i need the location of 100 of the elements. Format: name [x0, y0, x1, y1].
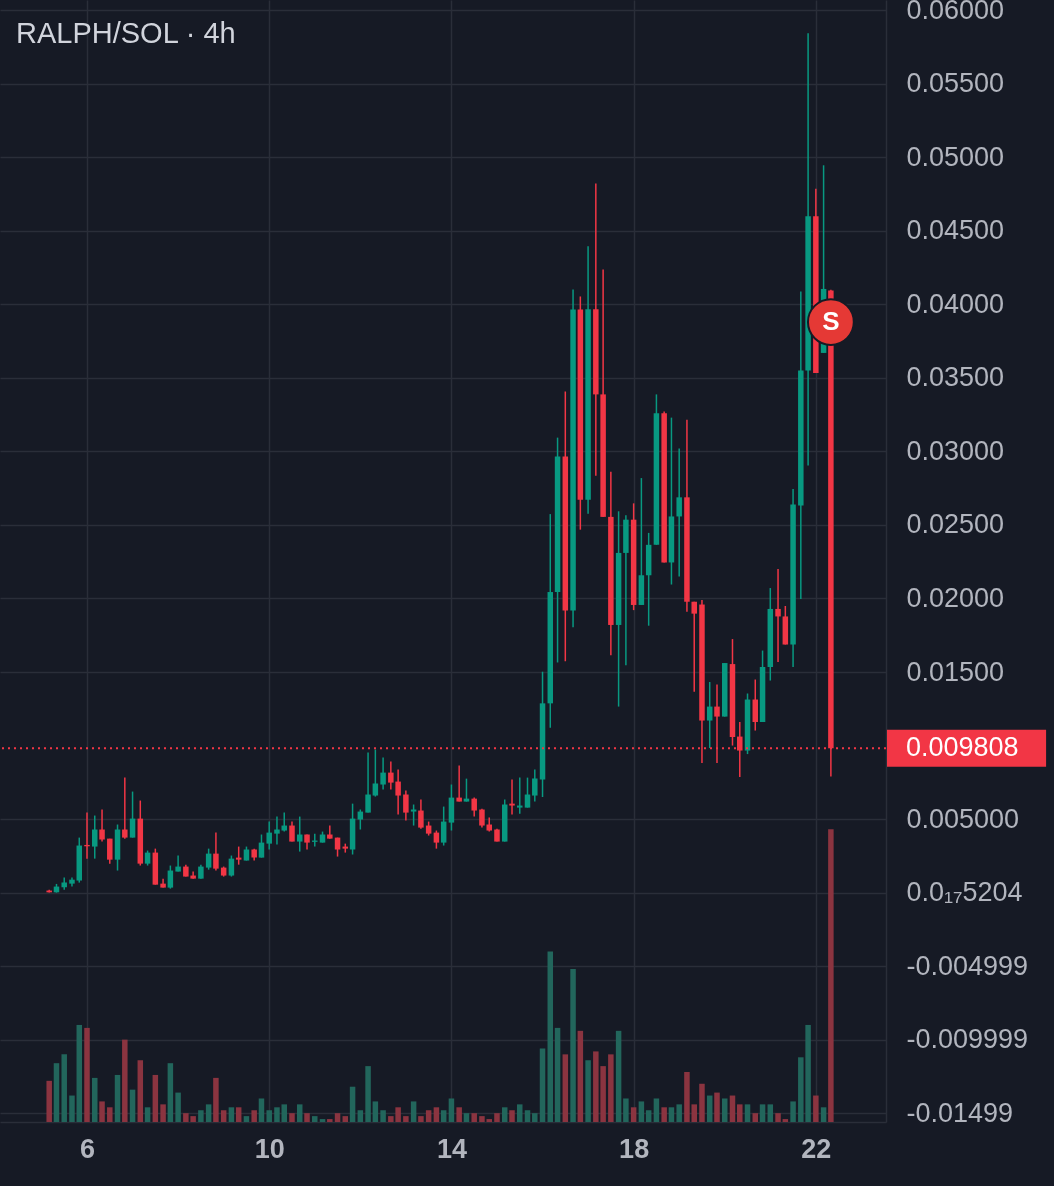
bar [570, 969, 576, 1122]
bar [699, 1083, 705, 1122]
candlestick [676, 447, 682, 578]
candlestick [433, 829, 440, 850]
bar [357, 1110, 364, 1122]
bar [220, 1110, 227, 1122]
x-tick-label: 10 [254, 1133, 285, 1164]
bar [676, 1104, 682, 1122]
bar [828, 829, 834, 1122]
y-tick-label: 0.01500 [906, 656, 1005, 687]
y-tick-label: -0.004999 [906, 950, 1029, 981]
y-tick-label: 0.06000 [906, 0, 1005, 25]
y-tick-label: 0.04000 [906, 288, 1005, 319]
bar [463, 1113, 470, 1122]
candlestick [532, 768, 538, 803]
candlestick [440, 805, 447, 847]
bar [517, 1104, 523, 1122]
bar [759, 1104, 766, 1122]
candlestick [122, 776, 128, 840]
bar [266, 1110, 272, 1122]
bar [524, 1110, 531, 1122]
bar [456, 1107, 462, 1122]
bar [562, 1054, 569, 1122]
candlestick [205, 847, 212, 871]
bar [494, 1113, 500, 1122]
bar [532, 1113, 538, 1122]
bar [448, 1098, 455, 1122]
x-tick-label: 22 [801, 1133, 832, 1164]
y-tick-label: 0.0₁₇5204 [906, 877, 1023, 908]
candlestick [509, 778, 515, 816]
bar [721, 1098, 728, 1122]
bar [577, 1030, 584, 1122]
bar [114, 1074, 121, 1122]
bar [813, 1095, 819, 1122]
y-tick-label: 0.05000 [906, 141, 1005, 172]
bar [312, 1116, 318, 1122]
bar [129, 1089, 136, 1122]
bar [92, 1077, 98, 1122]
bar [425, 1110, 432, 1122]
bar [84, 1027, 90, 1122]
y-tick-label: -0.009999 [906, 1024, 1029, 1055]
candlestick [289, 820, 295, 843]
annotation: S [822, 306, 840, 337]
bar [501, 1107, 508, 1122]
bar [365, 1066, 371, 1122]
candlestick [706, 681, 713, 749]
bar [372, 1101, 379, 1122]
bar [160, 1104, 166, 1122]
candlestick [372, 748, 379, 798]
bar [782, 1119, 789, 1122]
bar [213, 1077, 219, 1122]
bar [630, 1107, 637, 1122]
bar [623, 1098, 629, 1122]
bar [585, 1060, 591, 1122]
bar [175, 1092, 181, 1122]
y-tick-label: 0.02000 [906, 583, 1005, 613]
candlestick [775, 568, 781, 663]
x-tick-label: 14 [436, 1133, 467, 1164]
bar [668, 1107, 675, 1122]
bar [645, 1110, 652, 1122]
bar [820, 1107, 827, 1122]
candlestick [418, 798, 424, 830]
bar [554, 1027, 561, 1122]
bar [440, 1110, 447, 1122]
bar [380, 1110, 386, 1122]
bar [319, 1119, 326, 1122]
bar [53, 1063, 60, 1122]
bar [327, 1119, 333, 1122]
candlestick [235, 845, 242, 866]
candlestick [296, 815, 303, 853]
bar [122, 1039, 128, 1122]
bar [304, 1113, 310, 1122]
bar [349, 1086, 356, 1122]
text: RALPH/SOL · 4h [16, 17, 236, 49]
y-tick-label: 0.02500 [906, 509, 1005, 540]
bar [205, 1104, 212, 1122]
bar [144, 1107, 151, 1122]
bar [243, 1116, 250, 1122]
bar [251, 1110, 257, 1122]
candlestick [463, 777, 470, 803]
bar [198, 1110, 204, 1122]
candlestick [403, 789, 409, 822]
bar [547, 951, 554, 1122]
bar [433, 1107, 440, 1122]
bar [289, 1113, 295, 1122]
candlestick [517, 776, 523, 815]
bar [342, 1116, 349, 1122]
bar [767, 1104, 774, 1122]
bar [99, 1101, 105, 1122]
bar [61, 1054, 67, 1122]
candlestick [258, 833, 265, 859]
candlestick [228, 854, 235, 878]
bar [167, 1063, 174, 1122]
bar [235, 1107, 242, 1122]
bar [661, 1107, 667, 1122]
bar [296, 1104, 303, 1122]
y-tick-label: 0.03000 [906, 435, 1005, 466]
bar [539, 1048, 546, 1122]
bar [714, 1092, 720, 1122]
bar [46, 1080, 52, 1122]
